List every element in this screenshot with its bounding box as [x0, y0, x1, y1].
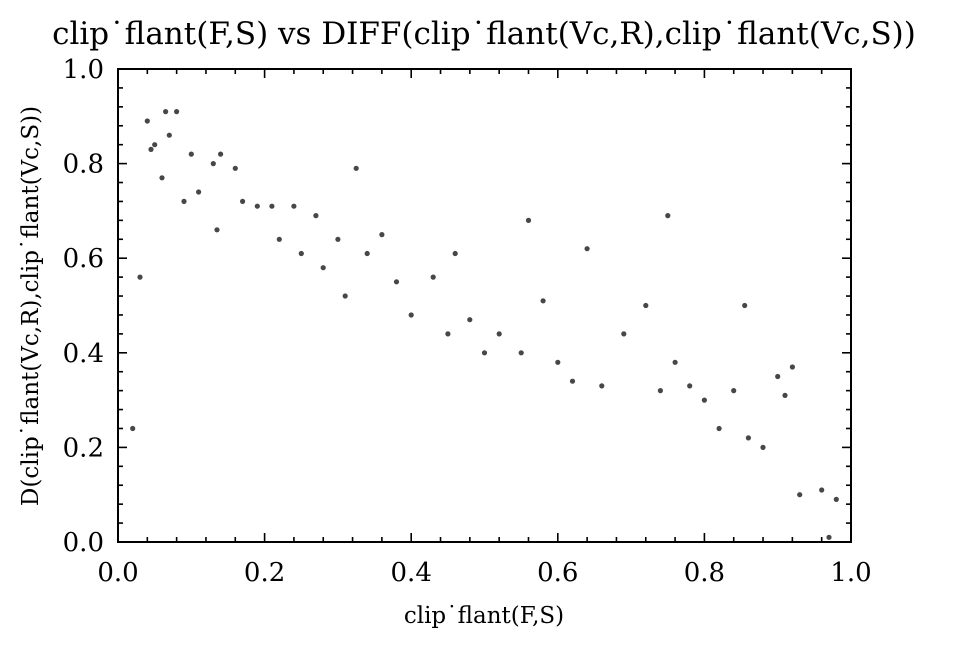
data-point [218, 151, 224, 157]
data-point [298, 250, 304, 257]
data-point [240, 198, 246, 204]
data-point [166, 132, 172, 138]
data-point [254, 203, 260, 209]
y-tick-label: 0.4 [63, 339, 104, 369]
data-point [291, 203, 297, 209]
data-point [144, 118, 150, 124]
data-point [159, 175, 165, 181]
data-point [657, 388, 664, 394]
data-point [481, 350, 488, 356]
chart-title: clip˙flant(F,S) vs DIFF(clip˙flant(Vc,R)… [52, 16, 916, 52]
data-point [210, 161, 216, 167]
data-point [819, 487, 825, 493]
y-tick-labels: 0.0 0.2 0.4 0.6 0.8 1.0 [63, 55, 104, 558]
data-point [232, 165, 238, 171]
data-point [130, 425, 136, 432]
data-point [269, 203, 275, 209]
data-point [555, 359, 561, 365]
axis-ticks [117, 68, 852, 543]
data-point [353, 165, 359, 171]
data-point [148, 146, 154, 152]
data-point [137, 274, 143, 280]
data-point [518, 350, 524, 356]
data-point [833, 496, 839, 502]
data-point [701, 397, 708, 403]
data-point [797, 492, 803, 498]
data-point [599, 383, 605, 389]
data-point [760, 444, 766, 450]
data-point [540, 298, 546, 304]
x-tick-label: 0.4 [391, 558, 432, 588]
scatter-points [130, 109, 839, 540]
x-tick-label: 0.0 [97, 558, 138, 588]
data-point [467, 317, 473, 323]
data-point [731, 388, 737, 394]
data-point [826, 534, 832, 540]
data-point [430, 274, 436, 280]
data-point [445, 331, 451, 337]
y-tick-label: 1.0 [63, 55, 104, 85]
data-point [393, 279, 400, 285]
y-tick-label: 0.0 [63, 528, 104, 558]
y-tick-label: 0.2 [63, 433, 104, 463]
data-point [188, 151, 194, 157]
y-tick-label: 0.8 [63, 150, 104, 180]
data-point [742, 302, 748, 309]
plot-frame [117, 68, 852, 543]
data-point [569, 378, 576, 384]
data-point [379, 232, 385, 238]
data-point [335, 236, 341, 242]
data-point [342, 293, 348, 299]
data-point [745, 435, 752, 441]
data-point [789, 364, 796, 370]
data-point [364, 250, 370, 257]
data-point [276, 236, 282, 242]
data-point [214, 227, 220, 233]
data-point [452, 250, 458, 257]
x-tick-label: 0.2 [244, 558, 285, 588]
data-point [716, 425, 722, 432]
x-tick-label: 1.0 [830, 558, 871, 588]
data-point [621, 331, 627, 337]
data-point [152, 142, 158, 148]
data-point [408, 312, 414, 318]
data-point [665, 213, 671, 219]
data-point [782, 392, 788, 398]
data-point [313, 213, 319, 219]
x-axis-label: clip˙flant(F,S) [404, 603, 564, 629]
data-point [525, 217, 532, 223]
data-point [320, 265, 326, 271]
data-point [496, 331, 502, 337]
data-point [181, 198, 187, 204]
data-point [163, 109, 169, 115]
data-point [775, 373, 781, 380]
y-axis-label: D(clip˙flant(Vc,R),clip˙flant(Vc,S)) [18, 106, 44, 506]
y-tick-label: 0.6 [63, 244, 104, 274]
data-point [643, 302, 649, 309]
data-point [196, 189, 202, 195]
x-tick-label: 0.6 [537, 558, 578, 588]
x-tick-labels: 0.0 0.2 0.4 0.6 0.8 1.0 [97, 558, 871, 588]
x-tick-label: 0.8 [684, 558, 725, 588]
data-point [687, 383, 693, 389]
data-point [672, 359, 678, 365]
data-point [174, 109, 180, 115]
data-point [584, 246, 590, 252]
